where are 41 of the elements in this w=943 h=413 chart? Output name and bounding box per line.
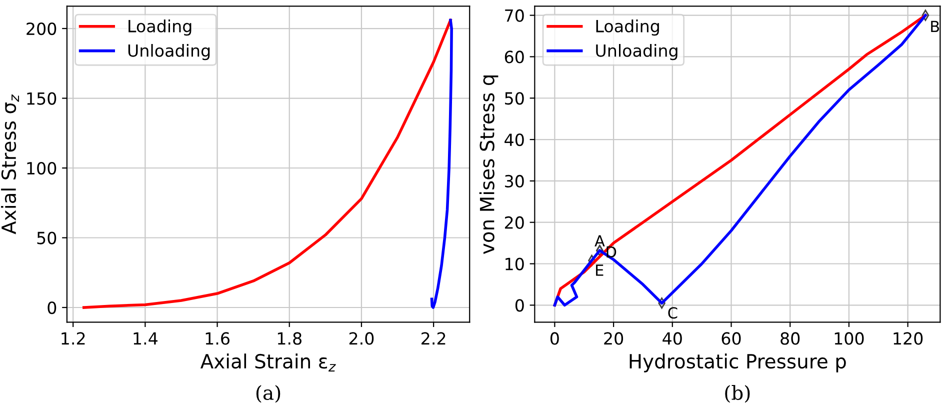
y-tick-label: 150 (27, 92, 56, 105)
y-tick-label: 50 (505, 92, 524, 105)
legend-label: Unloading (596, 44, 678, 60)
text: (a) (256, 385, 280, 403)
annotation: C (668, 307, 678, 319)
x-tick-label: 0 (550, 332, 559, 345)
text: (b) (725, 385, 750, 403)
x-tick-label: 1.4 (134, 332, 158, 345)
x-tick-label: 2.2 (422, 332, 446, 345)
y-tick-label: 100 (27, 162, 56, 175)
y-tick-label: 70 (505, 9, 524, 22)
x-tick-label: 100 (834, 332, 864, 345)
y-tick-label: 0 (48, 301, 56, 314)
x-tick-label: 2.0 (349, 332, 374, 345)
legend-label: Loading (128, 20, 192, 36)
x-tick-label: 1.8 (278, 332, 302, 345)
y-tick-label: 20 (504, 216, 524, 229)
y-axis-title: von Mises Stress q (479, 76, 498, 254)
x-tick-label: 80 (780, 332, 800, 345)
x-axis-title: Axial Strain ε$_{z}$ (200, 354, 336, 372)
y-tick-label: 60 (504, 50, 524, 64)
x-tick-label: 1.6 (206, 332, 230, 345)
y-tick-label: 0 (515, 299, 524, 312)
x-tick-label: 40 (662, 332, 682, 345)
y-tick-label: 10 (506, 258, 524, 270)
annotation: E (596, 264, 604, 276)
y-axis-title: Axial Stress σ$_{z}$ (1, 94, 20, 234)
annotation: A (594, 235, 605, 246)
x-tick-label: 60 (722, 332, 741, 345)
y-tick-label: 30 (505, 174, 524, 188)
x-tick-label: 120 (894, 332, 923, 345)
y-tick-label: 50 (37, 232, 56, 244)
legend-label: Unloading (128, 44, 210, 60)
annotation: D (606, 246, 616, 258)
x-tick-label: 1.2 (62, 332, 85, 345)
annotation: B (931, 20, 940, 32)
x-tick-label: 20 (604, 332, 624, 345)
legend-label: Loading (596, 20, 659, 36)
x-axis-title: Hydrostatic Pressure p (630, 354, 846, 372)
y-tick-label: 40 (504, 133, 524, 146)
y-tick-label: 200 (26, 22, 56, 36)
